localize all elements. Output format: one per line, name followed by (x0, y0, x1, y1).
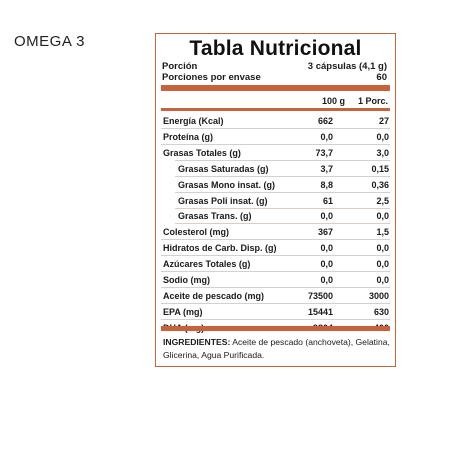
value-100g: 73,7 (315, 147, 333, 158)
nutrition-table: Tabla Nutricional Porción 3 cápsulas (4,… (155, 33, 396, 367)
row-divider (161, 287, 390, 288)
value-portion: 0,36 (371, 179, 389, 190)
table-row: Grasas Poli insat. (g) 61 2,5 (161, 193, 390, 209)
servings-label: Porciones por envase (162, 72, 261, 83)
table-row: Grasas Trans. (g) 0,0 0,0 (161, 208, 390, 225)
value-portion: 0,15 (371, 163, 389, 174)
thick-divider (161, 85, 390, 91)
table-row: Hidratos de Carb. Disp. (g) 0,0 0,0 (161, 240, 390, 257)
nutrient-label: Grasas Totales (g) (163, 147, 241, 158)
nutrient-label: Proteína (g) (163, 131, 214, 142)
nutrient-label: Colesterol (mg) (163, 227, 230, 238)
col-100g-header: 100 g (321, 96, 345, 106)
table-title: Tabla Nutricional (189, 37, 362, 60)
nutrient-label: Aceite de pescado (mg) (163, 290, 265, 301)
table-row: Proteína (g) 0,0 0,0 (161, 129, 390, 145)
nutrient-label: Azúcares Totales (g) (163, 259, 251, 270)
nutrient-label: Hidratos de Carb. Disp. (g) (163, 243, 277, 254)
row-divider (175, 207, 390, 209)
nutrient-label: Grasas Mono insat. (g) (178, 179, 276, 190)
nutrient-label: EPA (mg) (163, 306, 203, 317)
value-100g: 0,0 (320, 259, 333, 270)
ingredients: INGREDIENTES: Aceite de pescado (anchove… (163, 336, 390, 362)
value-portion: 0,0 (376, 259, 389, 270)
table-row: Azúcares Totales (g) 0,0 0,0 (161, 256, 390, 273)
row-divider (161, 271, 390, 273)
table-row: EPA (mg) 15441 630 (161, 304, 390, 320)
ingredients-text: Aceite de pescado (anchoveta), Gelatina,… (163, 337, 390, 360)
value-portion: 0,0 (376, 211, 389, 222)
value-portion: 0,0 (376, 275, 389, 285)
table-row: Grasas Totales (g) 73,7 3,0 (161, 145, 390, 161)
nutrient-label: Sodio (mg) (163, 275, 210, 285)
value-100g: 8,8 (320, 179, 333, 190)
row-divider (161, 318, 390, 320)
value-portion: 630 (373, 306, 389, 317)
value-portion: 1,5 (376, 227, 389, 238)
value-100g: 367 (317, 227, 333, 238)
value-100g: 3,7 (320, 163, 333, 174)
value-100g: 0,0 (320, 131, 333, 142)
row-divider (175, 223, 390, 225)
table-row: Sodio (mg) 0,0 0,0 (161, 272, 390, 288)
portion-row: Porción 3 cápsulas (4,1 g) (162, 61, 389, 72)
value-portion: 3,0 (376, 147, 389, 158)
table-row: Grasas Saturadas (g) 3,7 0,15 (161, 161, 390, 177)
value-100g: 0,0 (320, 275, 333, 285)
row-divider (161, 239, 390, 241)
row-divider (161, 143, 390, 145)
value-100g: 61 (322, 195, 333, 206)
row-divider (175, 175, 390, 177)
row-divider (161, 302, 390, 304)
value-portion: 0,0 (376, 131, 389, 142)
col-portion-header: 1 Porc. (357, 96, 388, 106)
value-100g: 0,0 (320, 243, 333, 254)
value-portion: 27 (378, 116, 389, 126)
row-divider (175, 159, 390, 161)
table-row: Grasas Mono insat. (g) 8,8 0,36 (161, 177, 390, 193)
value-100g: 662 (317, 116, 333, 126)
value-portion: 2,5 (376, 195, 389, 206)
thick-divider-bottom (161, 326, 390, 331)
nutrient-label: Grasas Poli insat. (g) (178, 195, 268, 206)
ingredients-label: INGREDIENTES: (163, 337, 231, 347)
nutrient-label: Grasas Saturadas (g) (178, 163, 269, 174)
servings-value: 60 (376, 72, 387, 83)
portion-label: Porción (162, 61, 198, 72)
nutrient-label: Grasas Trans. (g) (178, 211, 252, 222)
value-100g: 0,0 (320, 211, 333, 222)
table-row: Aceite de pescado (mg) 73500 3000 (161, 288, 390, 304)
row-divider (175, 191, 390, 193)
value-portion: 3000 (368, 290, 389, 301)
row-divider (161, 255, 390, 257)
product-name: OMEGA 3 (14, 33, 86, 50)
row-divider (161, 128, 390, 129)
value-100g: 15441 (307, 306, 333, 317)
medium-divider (161, 108, 390, 111)
nutrient-label: Energía (Kcal) (163, 116, 224, 126)
portion-value: 3 cápsulas (4,1 g) (307, 61, 387, 72)
table-row: Energía (Kcal) 662 27 (161, 113, 390, 129)
servings-row: Porciones por envase 60 (162, 72, 389, 83)
table-row: Colesterol (mg) 367 1,5 (161, 224, 390, 241)
value-100g: 73500 (307, 290, 333, 301)
value-portion: 0,0 (376, 243, 389, 254)
